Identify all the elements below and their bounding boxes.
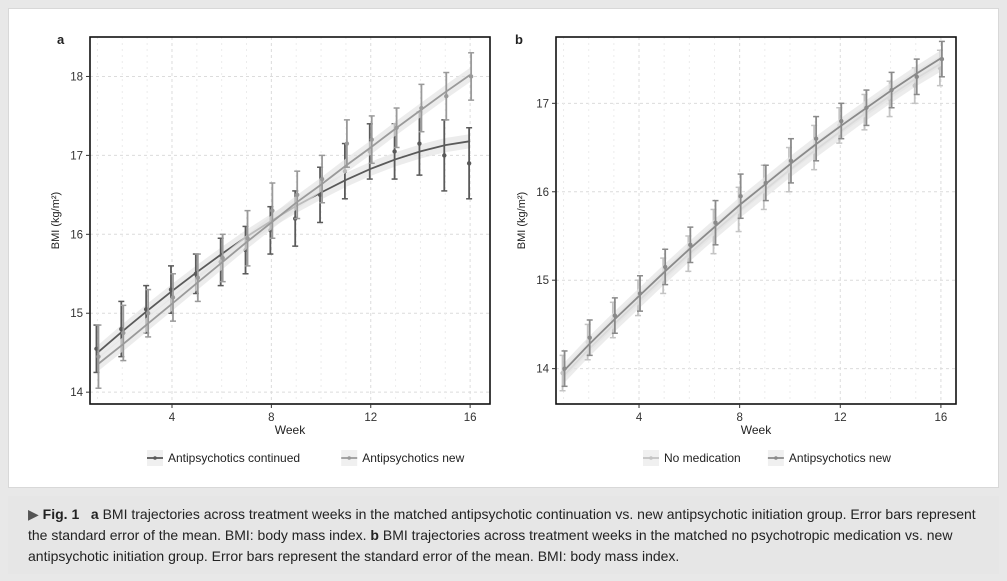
x-tick-label: 12 [364,412,377,424]
legend-key-point [649,456,653,460]
panel-label: a [57,32,65,47]
plot-frame [555,36,957,405]
legend-key-point [774,456,778,460]
legend: No medication Antipsychotics new [643,450,891,466]
data-point [839,118,844,124]
fit-line [96,74,471,366]
data-point [939,56,945,62]
data-point [270,208,275,213]
series-antipsychotics-new [95,52,475,389]
data-point [688,242,693,248]
x-tick-label: 16 [935,412,948,424]
figure-svg: a 4 8 12 16 14 15 16 17 18 Week BMI (kg/m²) Antipsyc… [50,32,957,466]
data-point [295,192,300,198]
data-point [864,105,869,110]
legend-item: No medication [643,450,741,466]
y-tick-label: 17 [70,150,83,162]
y-tick-label: 16 [536,187,549,199]
data-point [319,176,325,182]
data-point [662,264,668,270]
caption-arrow-icon: ▶ [28,506,39,522]
y-tick-label: 17 [536,98,549,110]
data-point [317,192,323,198]
data-point [245,236,250,241]
chart-panel-b: b 4 8 12 16 14 15 16 17 Week BMI (kg/m²) No medicat… [515,32,957,466]
legend-item: Antipsychotics new [341,450,465,466]
data-point [468,74,474,79]
figure-frame: a 4 8 12 16 14 15 16 17 18 Week BMI (kg/m²) Antipsyc… [8,8,999,488]
fit-line [562,62,942,377]
x-tick-label: 8 [736,412,742,424]
data-point [96,354,101,359]
chart-panel-a: a 4 8 12 16 14 15 16 17 18 Week BMI (kg/m²) Antipsyc… [50,32,491,466]
data-point [813,136,819,141]
data-point [713,220,718,225]
data-point [914,74,919,79]
fit-line [562,57,942,372]
data-point [121,330,126,336]
legend-label: Antipsychotics continued [168,451,300,465]
data-point [562,366,567,371]
y-tick-label: 14 [536,364,549,376]
x-tick-label: 4 [169,412,176,424]
x-axis-label: Week [741,423,772,437]
plot-frame [89,36,491,405]
data-point [369,137,374,142]
caption-fig-label: Fig. 1 [42,506,80,522]
x-tick-label: 12 [834,412,847,424]
data-point [738,193,743,199]
data-point [344,141,350,146]
series-antipsychotics-new [561,40,945,388]
data-point [788,158,794,164]
y-axis-label: BMI (kg/m²) [516,192,528,249]
legend-label: Antipsychotics new [789,451,891,465]
caption-part-a-label: a [90,506,99,522]
confidence-band [563,50,941,380]
data-point [417,141,422,146]
data-point [637,291,643,296]
data-point [193,271,199,276]
y-axis-label: BMI (kg/m²) [50,192,62,249]
data-point [392,149,397,154]
data-point [394,125,399,130]
data-point [763,180,769,186]
data-point [419,105,424,111]
legend-label: No medication [664,451,741,465]
x-tick-label: 8 [268,412,274,424]
x-tick-label: 16 [464,412,477,424]
y-tick-label: 14 [70,387,83,399]
caption-part-b-label: b [370,527,379,543]
y-tick-label: 15 [536,275,549,287]
y-tick-label: 15 [70,308,83,320]
data-point [889,87,894,93]
data-point [587,335,592,340]
caption-part-a-text: BMI trajectories across treatment weeks … [28,506,976,543]
data-point [444,93,449,99]
y-tick-label: 18 [70,71,83,83]
series-antipsychotics-continued [93,111,473,374]
legend-item: Antipsychotics new [767,450,891,466]
data-point [170,295,176,300]
data-point [442,153,447,158]
panel-label: b [515,32,523,47]
legend: Antipsychotics continued Antipsychotics n… [147,450,465,466]
legend-key-point [347,456,352,460]
confidence-band [563,55,941,384]
legend-item: Antipsychotics continued [147,450,300,466]
data-point [195,275,201,280]
x-tick-label: 4 [636,412,643,424]
y-tick-label: 16 [70,229,83,241]
data-point [612,313,618,318]
legend-key-point [153,456,157,460]
data-point [466,161,472,166]
data-point [145,311,151,316]
x-axis-label: Week [275,423,306,437]
figure-caption: ▶ Fig. 1 a BMI trajectories across treat… [8,496,999,574]
legend-label: Antipsychotics new [362,451,464,465]
caption-part-b-text: BMI trajectories across treatment weeks … [28,527,953,564]
data-point [220,255,225,261]
